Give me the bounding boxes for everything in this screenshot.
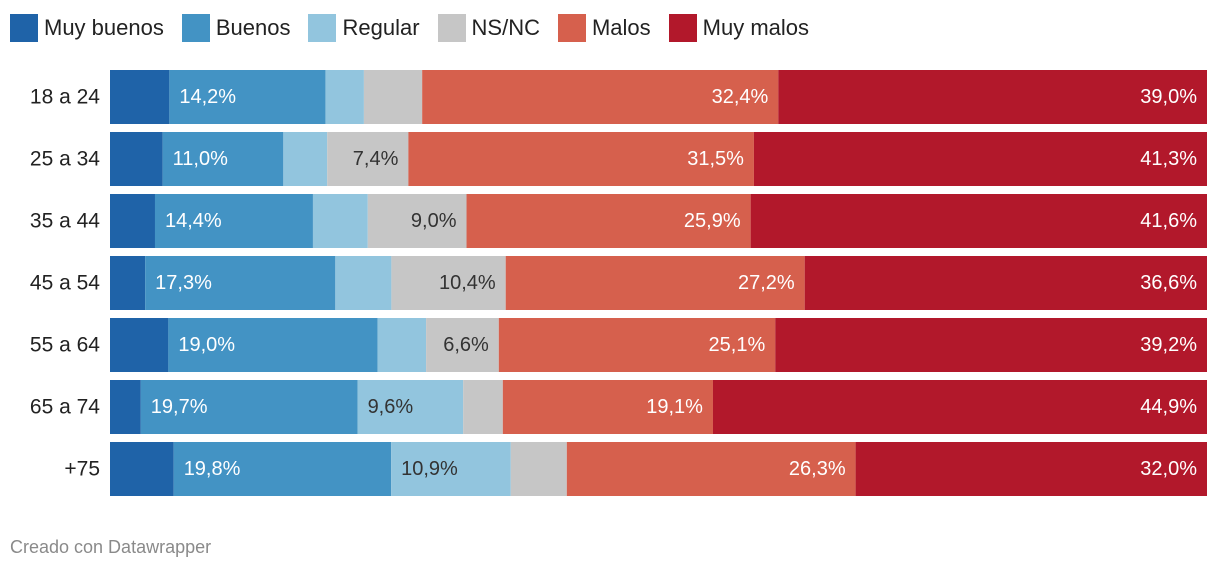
bar-18-a-24-muy-malos (778, 70, 1207, 124)
bar-35-a-44-malos (466, 194, 751, 248)
bar-45-a-54-muy-buenos (110, 256, 146, 310)
value-label-55-a-64-ns-nc: 6,6% (443, 334, 489, 356)
bar-35-a-44-regular (312, 194, 368, 248)
bar-25-a-34-ns-nc (327, 132, 409, 186)
bar-25-a-34-muy-buenos (110, 132, 163, 186)
bar-25-a-34-buenos (162, 132, 284, 186)
bar-65-a-74-regular (357, 380, 464, 434)
value-label-18-a-24-malos: 32,4% (712, 86, 769, 108)
legend-swatch-muy-buenos (10, 14, 38, 42)
bar-55-a-64-muy-malos (775, 318, 1207, 372)
row-label-75: +75 (64, 458, 100, 481)
value-label-75-muy-malos: 32,0% (1140, 458, 1197, 480)
bar-45-a-54-buenos (145, 256, 336, 310)
legend-swatch-regular (308, 14, 337, 42)
bar-45-a-54-regular (335, 256, 392, 310)
value-label-55-a-64-malos: 25,1% (709, 334, 766, 356)
value-label-18-a-24-muy-malos: 39,0% (1140, 86, 1197, 108)
value-label-35-a-44-buenos: 14,4% (165, 210, 222, 232)
legend-label-ns-nc: NS/NC (471, 15, 540, 40)
legend-item-ns-nc: NS/NC (437, 14, 540, 42)
bar-25-a-34-malos (408, 132, 754, 186)
bar-75-buenos (173, 442, 392, 496)
bar-55-a-64-regular (377, 318, 427, 372)
bar-35-a-44-buenos (154, 194, 313, 248)
legend-item-malos: Malos (557, 14, 651, 42)
legend-swatch-malos (557, 14, 586, 42)
bar-65-a-74-buenos (140, 380, 358, 434)
value-label-55-a-64-muy-malos: 39,2% (1140, 334, 1197, 356)
bar-45-a-54-muy-malos (804, 256, 1207, 310)
row-label-65-a-74: 65 a 74 (30, 396, 100, 419)
value-label-35-a-44-malos: 25,9% (684, 210, 741, 232)
legend-item-buenos: Buenos (181, 14, 291, 42)
value-label-35-a-44-muy-malos: 41,6% (1140, 210, 1197, 232)
bar-75-muy-malos (855, 442, 1207, 496)
legend-label-muy-buenos: Muy buenos (44, 15, 164, 40)
stacked-bar-chart: 18 a 24 14,2% 32,4% 39,0% 25 a 34 11,0% 7,4% 31… (30, 70, 1207, 496)
legend-item-muy-buenos: Muy buenos (10, 14, 164, 42)
bar-35-a-44-ns-nc (367, 194, 467, 248)
value-label-35-a-44-ns-nc: 9,0% (411, 210, 457, 232)
value-label-25-a-34-ns-nc: 7,4% (353, 148, 399, 170)
value-label-65-a-74-muy-malos: 44,9% (1140, 396, 1197, 418)
row-label-35-a-44: 35 a 44 (30, 210, 100, 233)
legend-swatch-muy-malos (668, 14, 697, 42)
bar-18-a-24-muy-buenos (110, 70, 170, 124)
legend-swatch-ns-nc (437, 14, 466, 42)
value-label-18-a-24-buenos: 14,2% (179, 86, 236, 108)
legend-item-regular: Regular (308, 14, 420, 42)
bar-55-a-64-malos (498, 318, 776, 372)
row-label-18-a-24: 18 a 24 (30, 86, 100, 109)
bar-25-a-34-regular (283, 132, 328, 186)
chart-legend: Muy buenos Buenos Regular NS/NC Malos Muy mal… (10, 13, 827, 43)
bar-18-a-24-buenos (169, 70, 326, 124)
row-label-45-a-54: 45 a 54 (30, 272, 100, 295)
bar-75-malos (566, 442, 856, 496)
bar-35-a-44-muy-buenos (110, 194, 155, 248)
value-label-75-regular: 10,9% (401, 458, 458, 480)
value-label-25-a-34-muy-malos: 41,3% (1140, 148, 1197, 170)
legend-item-muy-malos: Muy malos (668, 14, 810, 42)
bar-45-a-54-malos (505, 256, 805, 310)
credit-footer: Creado con Datawrapper (10, 537, 212, 557)
value-label-65-a-74-regular: 9,6% (368, 396, 414, 418)
bar-18-a-24-malos (422, 70, 779, 124)
legend-label-buenos: Buenos (215, 15, 291, 40)
bar-65-a-74-muy-buenos (110, 380, 141, 434)
legend-label-muy-malos: Muy malos (702, 15, 810, 40)
bar-45-a-54-ns-nc (391, 256, 506, 310)
value-label-45-a-54-ns-nc: 10,4% (439, 272, 496, 294)
legend-label-regular: Regular (342, 15, 420, 40)
value-label-65-a-74-buenos: 19,7% (151, 396, 208, 418)
value-label-75-malos: 26,3% (789, 458, 846, 480)
value-label-45-a-54-malos: 27,2% (738, 272, 795, 294)
value-label-25-a-34-buenos: 11,0% (173, 148, 228, 170)
legend-label-malos: Malos (591, 15, 651, 40)
bar-65-a-74-muy-malos (712, 380, 1207, 434)
bar-65-a-74-ns-nc (463, 380, 503, 434)
bar-75-regular (391, 442, 511, 496)
legend-swatch-buenos (181, 14, 210, 42)
bar-65-a-74-malos (502, 380, 713, 434)
value-label-55-a-64-buenos: 19,0% (178, 334, 235, 356)
bar-55-a-64-buenos (168, 318, 378, 372)
bar-75-ns-nc (510, 442, 567, 496)
bar-18-a-24-ns-nc (363, 70, 423, 124)
row-label-55-a-64: 55 a 64 (30, 334, 100, 357)
row-label-25-a-34: 25 a 34 (30, 148, 100, 171)
bar-18-a-24-regular (325, 70, 364, 124)
bar-55-a-64-ns-nc (426, 318, 499, 372)
bar-35-a-44-muy-malos (750, 194, 1207, 248)
value-label-25-a-34-malos: 31,5% (687, 148, 744, 170)
value-label-65-a-74-malos: 19,1% (646, 396, 703, 418)
value-label-45-a-54-muy-malos: 36,6% (1140, 272, 1197, 294)
bar-55-a-64-muy-buenos (110, 318, 169, 372)
value-label-45-a-54-buenos: 17,3% (155, 272, 212, 294)
value-label-75-buenos: 19,8% (184, 458, 241, 480)
bar-75-muy-buenos (110, 442, 174, 496)
bar-25-a-34-muy-malos (753, 132, 1207, 186)
